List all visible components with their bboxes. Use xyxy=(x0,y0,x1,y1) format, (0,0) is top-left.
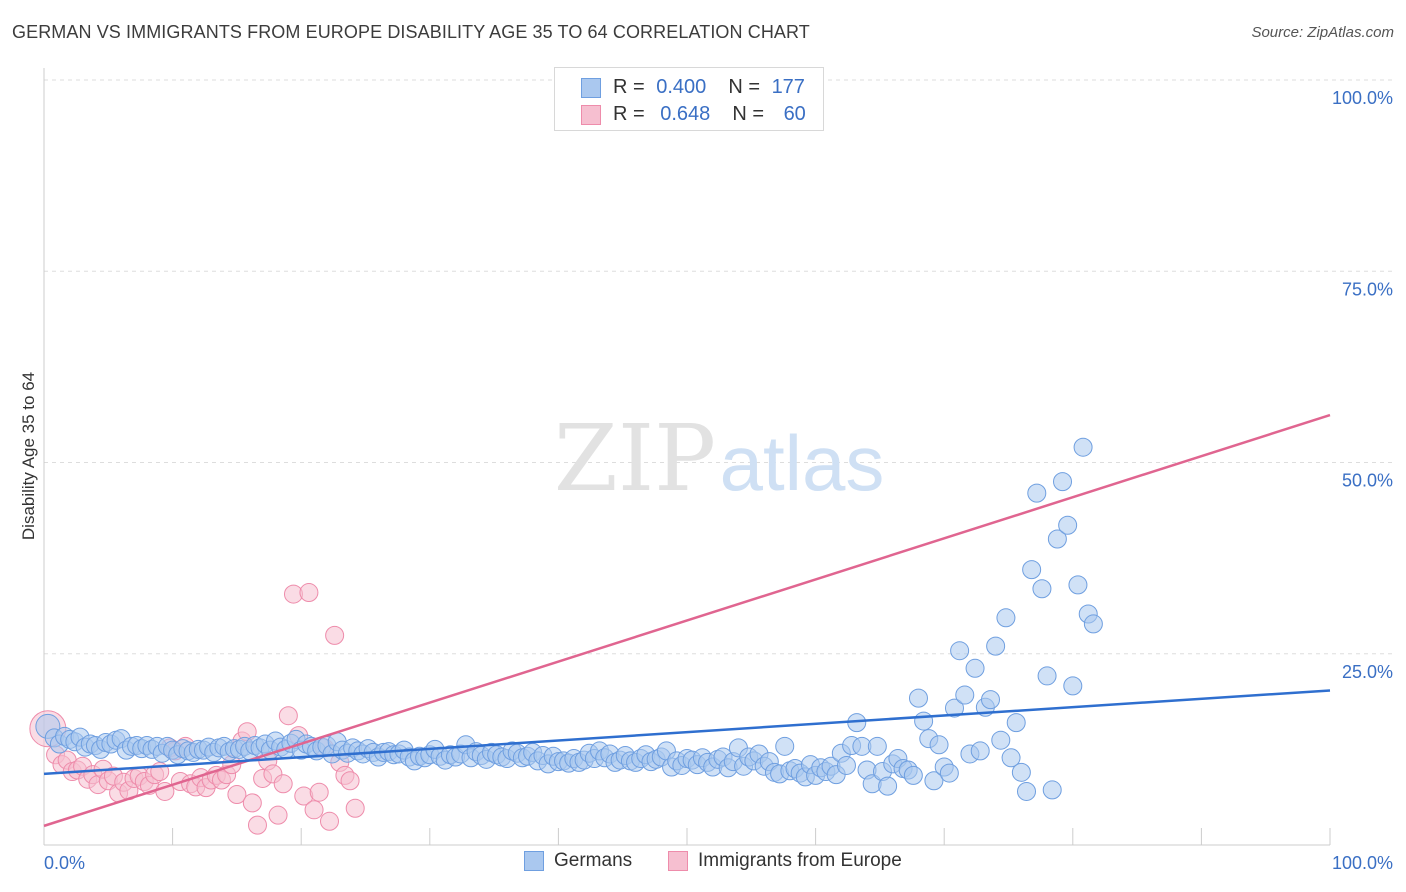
stats-r-label-1: R = xyxy=(613,76,645,98)
point-germans xyxy=(1042,780,1062,800)
y-tick-label-1: 50.0% xyxy=(1342,471,1393,491)
point-germans xyxy=(1006,713,1026,733)
stats-n-value-2: 60 xyxy=(783,103,806,125)
trend-lines xyxy=(43,413,1331,828)
point-germans xyxy=(1083,614,1103,634)
point-germans xyxy=(1037,666,1057,686)
point-germans xyxy=(944,698,964,718)
point-germans xyxy=(914,711,934,731)
point-germans xyxy=(1047,529,1067,549)
chart-title: GERMAN VS IMMIGRANTS FROM EUROPE DISABIL… xyxy=(12,22,810,42)
y-axis-label: Disability Age 35 to 64 xyxy=(19,372,38,540)
point-germans xyxy=(991,730,1011,750)
point-germans xyxy=(1068,575,1088,595)
legend-label-germans: Germans xyxy=(554,850,633,871)
point-germans xyxy=(1063,676,1083,696)
point-immigrants xyxy=(319,811,339,831)
series-immigrants-points xyxy=(29,583,365,835)
point-immigrants xyxy=(340,771,360,791)
point-germans xyxy=(908,688,928,708)
point-immigrants xyxy=(227,785,247,805)
grid-lines xyxy=(44,79,1392,655)
x-tick-label-0: 0.0% xyxy=(44,853,85,873)
point-immigrants xyxy=(242,793,262,813)
watermark-atlas: atlas xyxy=(720,419,885,507)
stats-n-label-2: N = xyxy=(732,103,764,125)
legend-label-immigrants: Immigrants from Europe xyxy=(698,850,902,871)
point-germans xyxy=(1053,472,1073,492)
stats-swatch-immigrants xyxy=(581,104,601,125)
stats-r-value-2: 0.648 xyxy=(660,103,711,125)
point-immigrants xyxy=(299,583,319,603)
point-germans xyxy=(867,736,887,756)
point-germans xyxy=(996,608,1016,628)
point-germans xyxy=(980,690,1000,710)
point-germans xyxy=(1017,781,1037,801)
legend-item-immigrants[interactable]: Immigrants from Europe xyxy=(668,850,902,872)
point-germans xyxy=(1032,579,1052,599)
tick-labels: 25.0% 50.0% 75.0% 100.0% 0.0% 100.0% xyxy=(44,88,1393,873)
point-germans xyxy=(986,636,1006,656)
bottom-legend: Germans Immigrants from Europe xyxy=(0,850,1406,880)
point-immigrants xyxy=(345,798,365,818)
point-germans xyxy=(1001,748,1021,768)
y-tick-label-2: 75.0% xyxy=(1342,279,1393,299)
x-tick-label-1: 100.0% xyxy=(1332,853,1393,873)
point-immigrants xyxy=(278,706,298,726)
stats-n-label-1: N = xyxy=(728,76,760,98)
stats-row-immigrants: R = 0.648 N = 60 xyxy=(581,103,806,126)
point-germans xyxy=(1058,515,1078,535)
point-immigrants xyxy=(247,815,267,835)
y-tick-label-0: 25.0% xyxy=(1342,662,1393,682)
point-germans xyxy=(878,776,898,796)
legend-swatch-germans xyxy=(524,851,544,871)
y-tick-label-3: 100.0% xyxy=(1332,88,1393,108)
point-germans xyxy=(955,685,975,705)
point-germans xyxy=(924,771,944,791)
legend-swatch-immigrants xyxy=(668,851,688,871)
series-germans-points xyxy=(35,437,1103,801)
trendline-germans xyxy=(43,689,1331,776)
stats-row-germans: R = 0.400 N = 177 xyxy=(581,76,805,99)
stats-r-value-1: 0.400 xyxy=(656,76,707,98)
point-germans xyxy=(1027,483,1047,503)
stats-n-value-1: 177 xyxy=(771,76,805,98)
point-germans xyxy=(1022,560,1042,580)
point-immigrants xyxy=(304,800,324,820)
source-label: Source: ZipAtlas.com xyxy=(1251,24,1394,41)
point-immigrants xyxy=(268,805,288,825)
point-germans xyxy=(903,765,923,785)
point-immigrants xyxy=(309,782,329,802)
point-germans xyxy=(970,741,990,761)
point-germans xyxy=(1073,437,1093,457)
watermark-zip: ZIP xyxy=(554,405,716,512)
legend-item-germans[interactable]: Germans xyxy=(524,850,632,872)
point-immigrants xyxy=(273,774,293,794)
point-germans xyxy=(965,658,985,678)
point-germans xyxy=(929,735,949,755)
stats-legend: R = 0.400 N = 177 R = 0.648 N = 60 xyxy=(554,67,824,131)
stats-r-label-2: R = xyxy=(613,103,645,125)
point-germans xyxy=(1011,762,1031,782)
trendline-immigrants xyxy=(43,413,1331,828)
point-germans xyxy=(775,736,795,756)
point-immigrants xyxy=(325,625,345,645)
point-germans xyxy=(950,641,970,661)
stats-swatch-germans xyxy=(581,77,601,98)
point-germans xyxy=(836,755,856,775)
point-germans xyxy=(939,763,959,783)
